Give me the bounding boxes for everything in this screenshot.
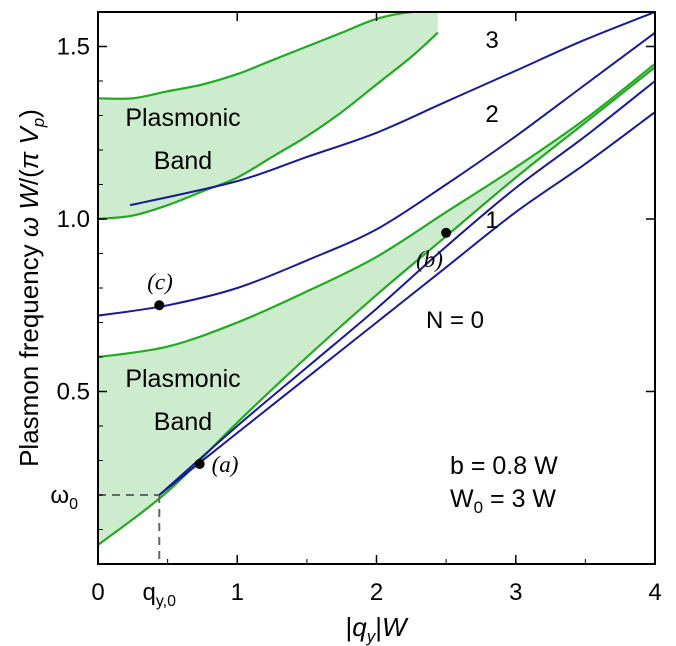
qy0-tick-label: qy,0 (143, 579, 177, 610)
plasmonic-bands (98, 12, 655, 546)
series-label-1: 1 (485, 207, 498, 234)
point-label-b: (b) (416, 247, 443, 272)
band-lower-edge-2 (98, 31, 439, 221)
series-label-2: 2 (485, 101, 498, 128)
mode-curves (98, 12, 655, 496)
mode-line-n3 (129, 12, 655, 207)
x-tick-label: 0 (91, 579, 104, 606)
mode-line-n2 (98, 31, 655, 317)
mode-line-n1 (158, 80, 655, 496)
point-c (154, 300, 165, 311)
omega0-guides (98, 494, 161, 564)
annotation-b: b = 0.8 W (450, 452, 558, 480)
annotation-w0: W0 = 3 W (450, 485, 556, 517)
band-upper-edge-1 (98, 62, 655, 359)
x-axis-title: |qy|W (345, 612, 409, 646)
y-tick-label: 1.0 (57, 206, 90, 233)
point-label-a: (a) (212, 452, 239, 477)
band-label-1-line2: Band (154, 408, 212, 436)
band-fill-1 (98, 63, 655, 546)
band-fill-2 (98, 12, 438, 219)
point-a (194, 458, 205, 469)
text-labels: |qy|W Plasmon frequency ω W/(π Vp) Plasmon… (14, 27, 558, 646)
x-tick-label: 4 (648, 579, 661, 606)
y-axis-title: Plasmon frequency ω W/(π Vp) (14, 109, 48, 467)
mode-line-n0 (158, 111, 655, 496)
point-b (441, 227, 452, 238)
omega0-tick-label: ω0 (50, 482, 78, 513)
band-upper-edge-2 (98, 12, 438, 100)
x-tick-label: 3 (509, 579, 522, 606)
axis-ticks: 0 1 2 3 4 0.5 1.0 1.5 qy,0 ω0 (50, 12, 662, 610)
marked-points: (a) (b) (c) (147, 227, 452, 477)
band-label-2-line1: Plasmonic (125, 104, 240, 132)
point-label-c: (c) (147, 269, 173, 294)
series-label-N=0: N = 0 (426, 307, 484, 334)
x-tick-label: 2 (370, 579, 383, 606)
x-tick-label: 1 (231, 579, 244, 606)
band-label-1-line1: Plasmonic (125, 365, 240, 393)
y-tick-label: 1.5 (57, 34, 90, 61)
band-label-2-line2: Band (154, 147, 212, 175)
series-label-3: 3 (485, 27, 498, 54)
y-tick-label: 0.5 (57, 379, 90, 406)
